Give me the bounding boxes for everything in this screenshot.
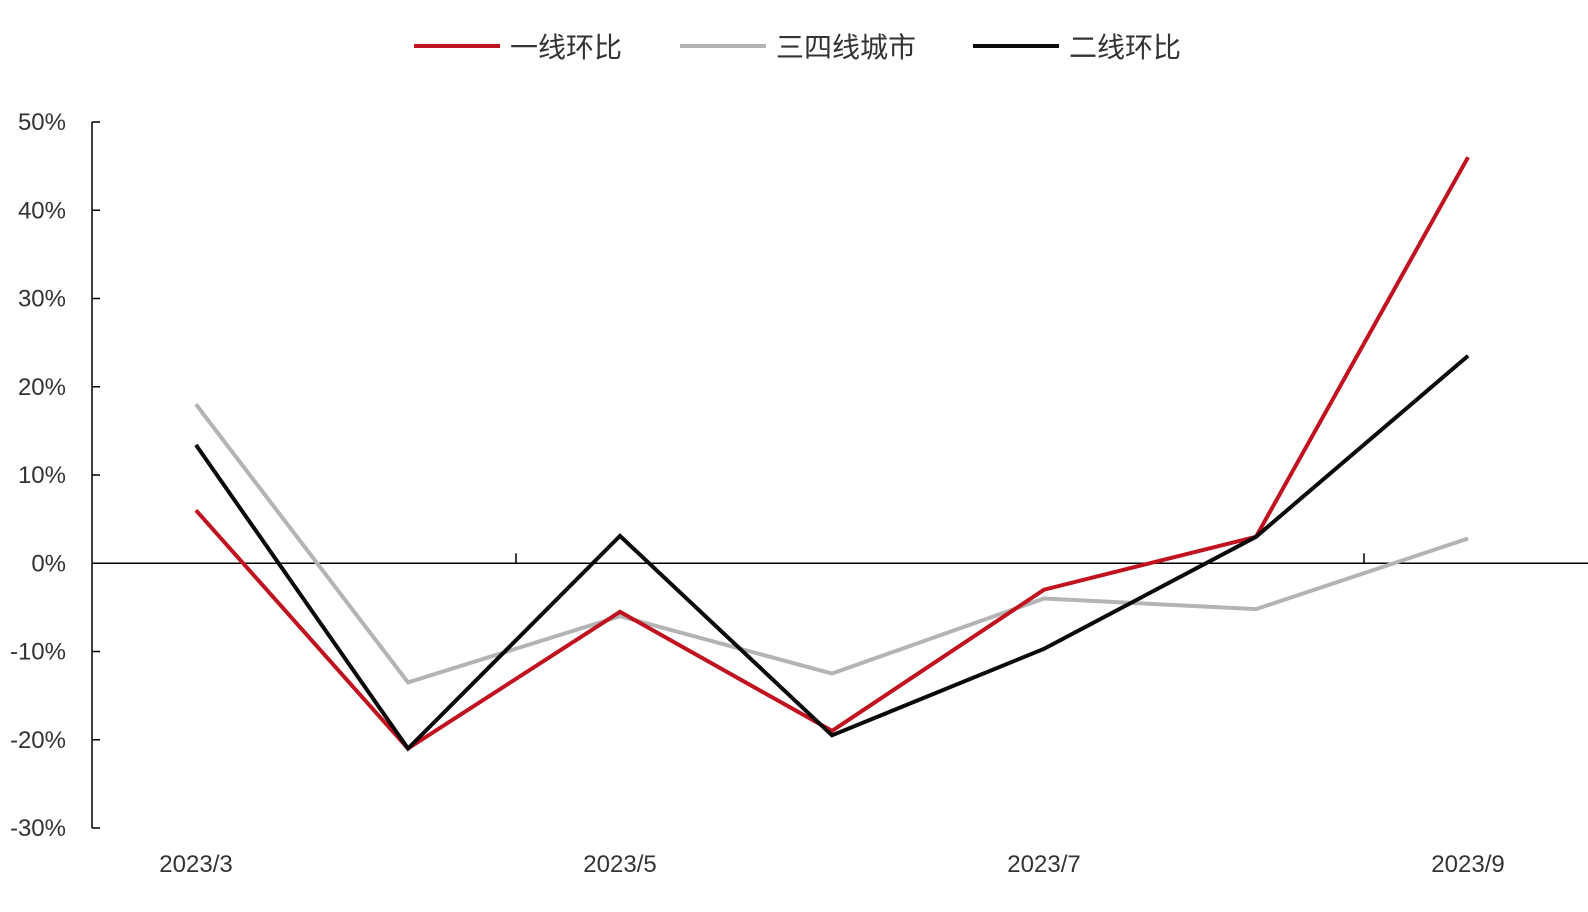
y-tick-label: 40% <box>18 197 66 224</box>
legend-swatch-tier34 <box>680 44 766 48</box>
series-point <box>619 535 621 537</box>
series-point <box>1043 648 1045 650</box>
series-point <box>619 611 621 613</box>
series-layer <box>194 156 1470 752</box>
series-point <box>1043 598 1045 600</box>
legend-item-tier2: 二线环比 <box>973 22 1181 70</box>
legend-item-tier1: 一线环比 <box>414 22 622 70</box>
x-tick-label: 2023/7 <box>1007 851 1080 878</box>
x-axis: 2023/3 2023/5 2023/7 2023/9 <box>92 553 1588 878</box>
series-point <box>407 681 409 683</box>
y-tick-label: -30% <box>10 815 66 842</box>
series-point <box>1467 156 1469 158</box>
y-tick-label: 30% <box>18 286 66 313</box>
legend-swatch-tier1 <box>414 44 500 48</box>
series-point <box>831 673 833 675</box>
series-point <box>831 730 833 732</box>
series-point <box>195 403 197 405</box>
x-tick-label: 2023/9 <box>1431 851 1504 878</box>
legend-label-tier2: 二线环比 <box>1069 31 1182 64</box>
series-point <box>831 734 833 736</box>
x-tick-label: 2023/5 <box>583 851 656 878</box>
legend-label-tier34: 三四线城市 <box>776 31 917 64</box>
series-line-0 <box>194 156 1470 752</box>
legend: 一线环比 三四线城市 二线环比 <box>0 22 1588 70</box>
series-point <box>1043 589 1045 591</box>
series-point <box>1467 538 1469 540</box>
legend-label-tier1: 一线环比 <box>510 31 623 64</box>
series-point <box>195 509 197 511</box>
y-axis: 50% 40% 30% 20% 10% 0% -10% -20% -30% <box>10 109 100 842</box>
series-point <box>407 748 409 750</box>
y-tick-label: 20% <box>18 374 66 401</box>
y-tick-label: 10% <box>18 462 66 489</box>
legend-swatch-tier2 <box>973 44 1059 48</box>
y-tick-label: 0% <box>31 550 66 577</box>
series-point <box>195 444 197 446</box>
y-tick-label: 50% <box>18 109 66 136</box>
series-point <box>1255 608 1257 610</box>
series-line-1 <box>194 403 1469 685</box>
y-tick-label: -20% <box>10 727 66 754</box>
series-line-2 <box>194 354 1470 752</box>
series-point <box>1255 536 1257 538</box>
x-tick-label: 2023/3 <box>159 851 232 878</box>
series-point <box>1467 355 1469 357</box>
series-point <box>619 615 621 617</box>
legend-item-tier34: 三四线城市 <box>680 22 916 70</box>
y-tick-label: -10% <box>10 639 66 666</box>
